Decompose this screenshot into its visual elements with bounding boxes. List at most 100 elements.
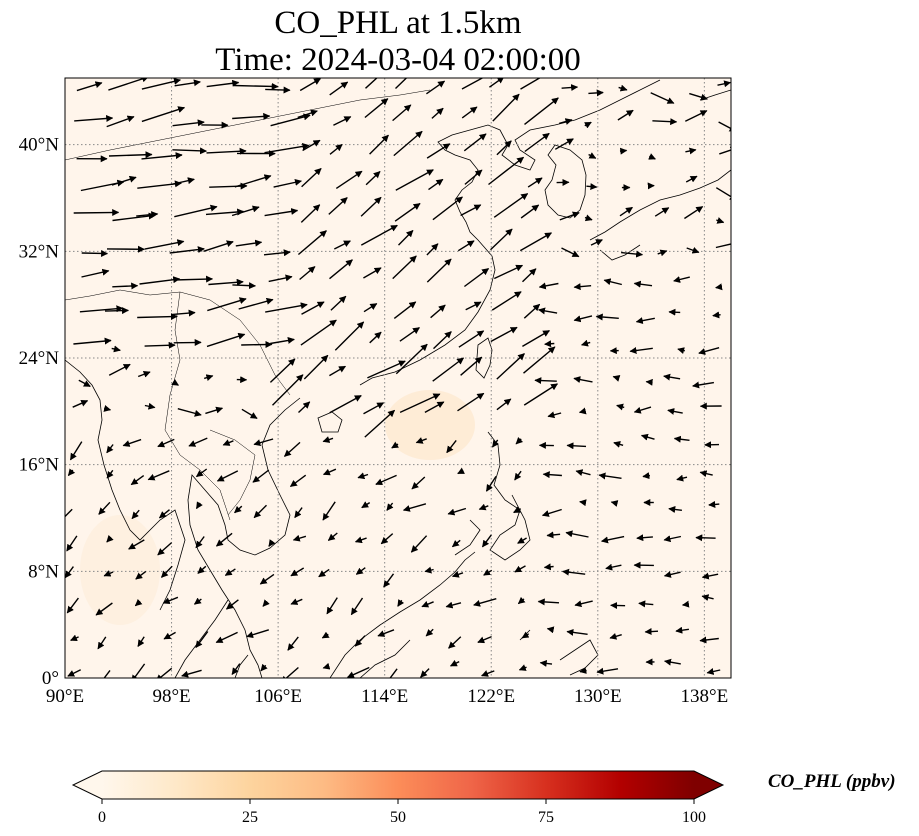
wind-arrow [426,80,446,95]
lat-tick-label: 8°N [28,561,59,582]
wind-arrow [273,178,302,188]
wind-arrow [588,152,597,159]
wind-arrow [329,394,362,414]
wind-arrow [108,78,149,91]
wind-arrow [106,535,114,543]
wind-arrow [232,112,271,120]
wind-arrow [193,597,202,605]
wind-arrow [433,331,452,350]
wind-arrow [537,598,560,606]
wind-arrow [392,104,412,122]
wind-arrow [524,132,550,153]
wind-arrow [488,78,505,88]
wind-arrow [108,363,131,376]
colorbar-extend-min [73,771,102,799]
wind-arrow [648,153,656,160]
wind-arrow [241,341,273,349]
wind-arrow [588,89,604,97]
lat-tick-label: 24°N [19,348,60,369]
wind-arrow [578,407,587,415]
wind-arrow [253,438,274,447]
wind-arrow [481,670,495,677]
wind-arrow [595,313,619,321]
wind-arrow [170,177,195,186]
wind-arrow [377,629,395,637]
wind-arrow [445,601,462,609]
wind-arrow [157,542,173,556]
wind-arrow [66,597,79,614]
wind-arrow [559,211,580,221]
wind-arrow [234,505,243,514]
wind-arrow [636,534,653,542]
wind-arrow [701,572,719,580]
wind-arrow [402,503,427,512]
wind-arrow [668,505,682,513]
wind-arrow [581,339,591,347]
wind-arrow [583,121,592,129]
wind-arrow [195,536,205,549]
wind-arrow [283,441,301,457]
wind-arrow [322,501,336,521]
wind-arrow [610,500,619,507]
wind-arrow [268,539,276,547]
wind-arrow [492,93,520,122]
wind-arrow [496,140,512,156]
wind-arrow [461,106,478,119]
wind-arrow [262,599,270,607]
wind-arrow [490,326,518,343]
wind-arrow [111,175,137,186]
wind-arrow [446,439,457,454]
wind-arrow [144,402,156,410]
wind-arrow [573,376,593,384]
wind-arrow [355,567,366,575]
wind-arrow [241,408,258,419]
wind-arrow [392,255,417,280]
wind-arrow [290,567,305,577]
wind-arrow [613,441,624,448]
wind-arrow [518,664,527,671]
wind-arrow [684,110,708,122]
wind-arrow [685,147,697,155]
wind-arrow [322,468,337,476]
wind-arrow [477,635,492,644]
wind-arrow [663,571,681,578]
wind-arrow [517,537,527,544]
wind-arrow [74,114,114,122]
wind-arrow [135,570,147,580]
wind-arrow [205,406,224,415]
wind-arrow [458,330,485,348]
wind-arrow [719,146,731,155]
wind-arrow [365,78,378,89]
wind-arrow [464,169,483,185]
wind-arrow [137,636,145,647]
wind-arrow [699,636,719,644]
wind-arrow [329,81,349,96]
wind-arrow [562,568,586,576]
wind-arrow [473,598,497,607]
wind-arrow [451,539,461,548]
wind-arrow [415,437,427,444]
wind-arrow [104,307,129,315]
wind-arrow [155,667,173,678]
wind-arrow [478,503,489,511]
wind-arrow [485,476,497,492]
wind-arrow [457,467,466,475]
wind-arrow [633,280,653,288]
wind-arrow [350,597,364,616]
wind-arrow [432,357,465,382]
wind-arrow [264,142,310,154]
lon-tick-label: 90°E [46,686,84,707]
wind-arrow [103,405,112,412]
wind-arrow [621,250,644,258]
wind-arrow [235,239,263,247]
wind-arrow [612,375,621,382]
wind-arrow [72,400,89,408]
wind-arrow [65,566,74,579]
wind-arrow [103,669,111,678]
wind-arrow [269,358,296,383]
wind-arrow [411,476,426,490]
wind-arrow [225,599,239,610]
wind-arrow [395,343,428,375]
wind-arrow [333,240,351,250]
wind-arrow [297,109,318,119]
